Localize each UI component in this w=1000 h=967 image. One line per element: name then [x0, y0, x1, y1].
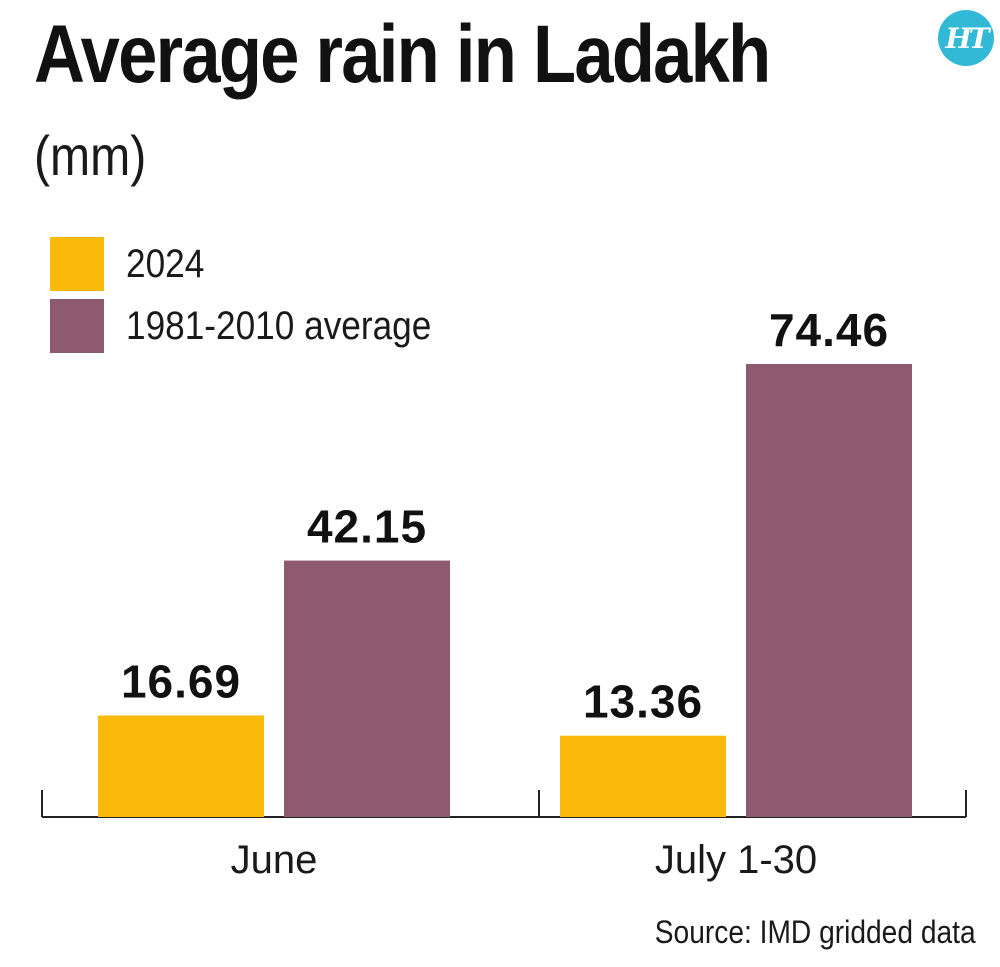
- legend-label-2024: 2024: [126, 241, 205, 286]
- chart-unit-subtitle: (mm): [34, 124, 147, 187]
- chart-legend: 2024 1981-2010 average: [50, 233, 473, 357]
- chart-title: Average rain in Ladakh: [34, 9, 771, 100]
- bar-2024-1: [560, 735, 726, 817]
- value-label-2024-0: 16.69: [121, 655, 241, 707]
- legend-swatch-average: [50, 299, 104, 353]
- category-label-0: June: [231, 838, 318, 882]
- source-note: Source: IMD gridded data: [655, 914, 976, 950]
- value-label-average-1: 74.46: [769, 304, 889, 356]
- ht-logo: HT: [938, 10, 994, 66]
- category-label-1: July 1-30: [655, 838, 817, 882]
- value-label-average-0: 42.15: [307, 501, 427, 553]
- value-label-2024-1: 13.36: [583, 676, 703, 728]
- legend-swatch-2024: [50, 237, 104, 291]
- legend-item-average: 1981-2010 average: [50, 295, 473, 357]
- bar-2024-0: [98, 715, 264, 817]
- legend-item-2024: 2024: [50, 233, 473, 295]
- bar-average-0: [284, 560, 450, 817]
- bar-average-1: [746, 364, 912, 817]
- legend-label-average: 1981-2010 average: [126, 303, 432, 348]
